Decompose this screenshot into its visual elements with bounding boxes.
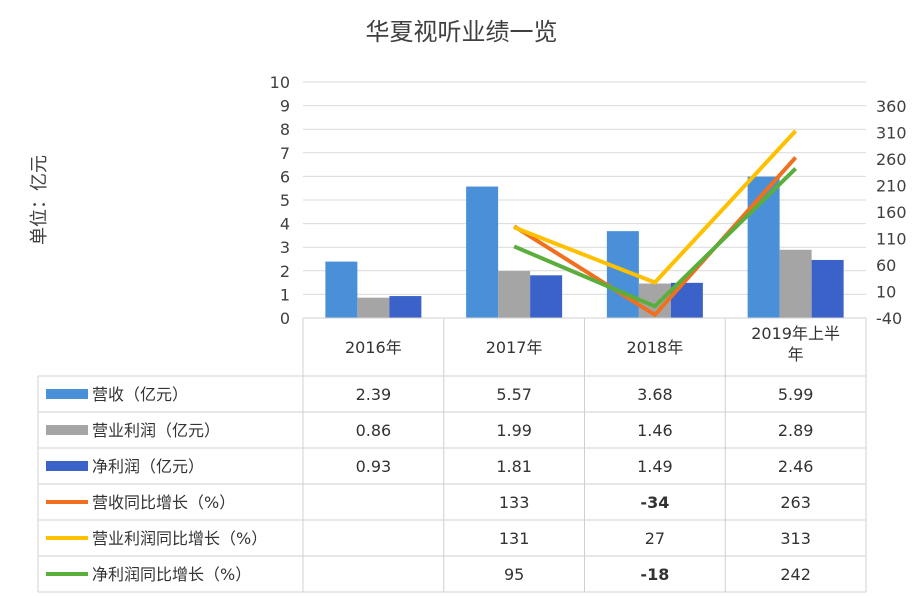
data-label: 131 <box>499 529 530 548</box>
series-line <box>513 167 798 309</box>
series-line <box>513 129 798 285</box>
legend-entry: 营收（亿元） <box>92 385 188 404</box>
data-label: 0.86 <box>356 421 392 440</box>
series-line <box>513 156 798 317</box>
bar <box>498 271 531 318</box>
y-tick-label: 5 <box>280 191 290 210</box>
bar <box>811 259 844 318</box>
x-tick-label: 2018年 <box>627 338 684 357</box>
x-tick-label: 2016年 <box>345 338 402 357</box>
data-label: 2.39 <box>356 385 392 404</box>
y-tick-label: 2 <box>280 262 290 281</box>
data-label: 263 <box>780 493 811 512</box>
y2-tick-label: -40 <box>876 309 902 328</box>
data-label: 242 <box>780 565 811 584</box>
bar <box>357 297 390 318</box>
legend-key <box>46 461 88 471</box>
y2-tick-label: 310 <box>876 124 907 143</box>
y-tick-label: 4 <box>280 215 290 234</box>
bar <box>466 186 499 318</box>
data-label: 0.93 <box>356 457 392 476</box>
data-label: 27 <box>645 529 665 548</box>
y-tick-label: 3 <box>280 238 290 257</box>
y-tick-label: 1 <box>280 285 290 304</box>
bar <box>530 275 563 318</box>
legend-key <box>46 425 88 435</box>
legend-entry: 营收同比增长（%） <box>92 493 235 512</box>
legend-entry: 营业利润同比增长（%） <box>92 529 267 548</box>
y2-tick-label: 160 <box>876 203 907 222</box>
y-tick-label: 9 <box>280 97 290 116</box>
data-label: 133 <box>499 493 530 512</box>
data-label: 3.68 <box>637 385 673 404</box>
data-label: -18 <box>640 565 669 584</box>
legend-entry: 净利润同比增长（%） <box>92 565 251 584</box>
chart-title: 华夏视听业绩一览 <box>365 18 558 46</box>
y-tick-label: 6 <box>280 167 290 186</box>
y-tick-label: 0 <box>280 309 290 328</box>
data-label: 2.46 <box>778 457 814 476</box>
y2-tick-label: 260 <box>876 150 907 169</box>
data-label: -34 <box>640 493 669 512</box>
y-axis-label: 单位：亿元 <box>29 155 50 245</box>
x-tick-label: 2019年上半年 <box>751 324 840 364</box>
y-tick-label: 8 <box>280 120 290 139</box>
data-label: 5.99 <box>778 385 814 404</box>
y-tick-label: 7 <box>280 144 290 163</box>
y2-tick-label: 210 <box>876 177 907 196</box>
bar <box>779 249 812 318</box>
x-tick-label: 2017年 <box>486 338 543 357</box>
legend-entry: 净利润（亿元） <box>92 457 204 476</box>
bar <box>325 261 358 318</box>
bar <box>389 296 422 318</box>
y2-tick-label: 110 <box>876 230 907 249</box>
legend-key <box>46 389 88 399</box>
y-tick-label: 10 <box>270 73 290 92</box>
data-label: 1.99 <box>496 421 532 440</box>
legend-entry: 营业利润（亿元） <box>92 421 220 440</box>
data-label: 5.57 <box>496 385 532 404</box>
y2-tick-label: 60 <box>876 256 896 275</box>
data-label: 95 <box>504 565 524 584</box>
y2-tick-label: 360 <box>876 97 907 116</box>
data-label: 1.49 <box>637 457 673 476</box>
data-label: 1.46 <box>637 421 673 440</box>
data-label: 1.81 <box>496 457 532 476</box>
y2-tick-label: 10 <box>876 283 896 302</box>
data-label: 313 <box>780 529 811 548</box>
data-label: 2.89 <box>778 421 814 440</box>
